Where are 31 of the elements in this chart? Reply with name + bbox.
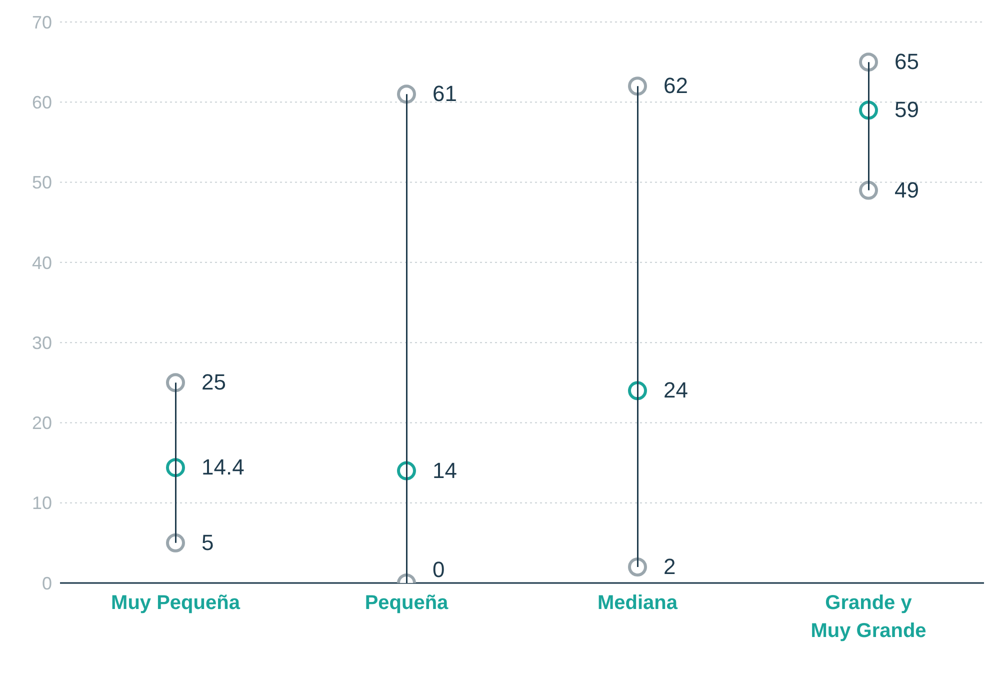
y-tick-label: 70 <box>32 12 52 32</box>
point <box>397 84 416 104</box>
data-label: 25 <box>202 370 226 395</box>
data-label: 14 <box>432 458 457 483</box>
data-label: 59 <box>894 97 919 122</box>
y-tick-label: 60 <box>32 92 52 113</box>
data-label: 0 <box>432 557 445 582</box>
y-tick-label: 30 <box>32 332 52 353</box>
point <box>166 533 185 552</box>
data-label: 65 <box>894 49 919 74</box>
point <box>628 557 647 576</box>
x-tick-label: Mediana <box>597 592 678 614</box>
y-tick-label: 40 <box>32 252 52 273</box>
point <box>166 373 185 392</box>
data-label: 2 <box>664 554 676 579</box>
y-tick-label: 50 <box>32 172 52 193</box>
data-label: 14.4 <box>202 454 244 480</box>
data-label: 62 <box>664 73 688 98</box>
point <box>859 52 878 72</box>
y-tick-label: 0 <box>42 573 52 594</box>
data-label: 61 <box>432 81 457 106</box>
data-label: 5 <box>202 530 214 555</box>
y-tick-label: 10 <box>32 493 52 514</box>
x-tick-label: Muy Pequeña <box>111 592 241 614</box>
x-tick-label: Grande y Muy Grande <box>810 592 926 642</box>
data-label: 24 <box>664 378 688 403</box>
x-tick-label: Pequeña <box>364 592 450 614</box>
point <box>628 76 647 96</box>
y-tick-label: 20 <box>32 413 52 434</box>
point <box>859 180 878 200</box>
data-label: 49 <box>894 177 919 202</box>
